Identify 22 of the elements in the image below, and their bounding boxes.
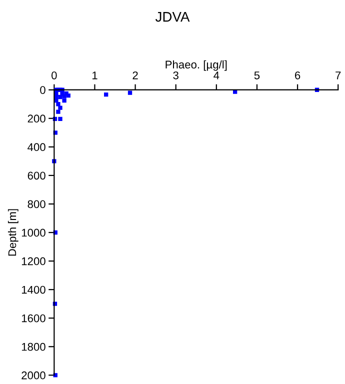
x-tick-label: 5 <box>254 72 260 80</box>
x-axis-title: Phaeo. [µg/l] <box>166 60 227 71</box>
y-tick-label: 2000 <box>22 371 46 380</box>
x-tick-label: 0 <box>52 71 57 80</box>
x-tick-label: 4 <box>214 72 220 80</box>
y-tick-label: 1400 <box>22 286 46 294</box>
x-tick-label: 3 <box>173 71 178 80</box>
y-axis-title: Depth [m] <box>8 209 18 256</box>
x-tick-label: 1 <box>92 72 98 80</box>
y-tick-label: 1600 <box>22 314 46 322</box>
x-tick-label: 2 <box>132 71 138 80</box>
y-tick-label: 800 <box>28 200 46 208</box>
y-tick-label: 1800 <box>22 342 46 351</box>
y-tick-label: 0 <box>40 86 46 94</box>
y-tick-label: 200 <box>28 114 46 123</box>
y-tick-label: 600 <box>28 172 46 180</box>
x-tick-label: 6 <box>295 71 300 80</box>
y-tick-label: 1000 <box>22 228 46 237</box>
x-tick-label: 7 <box>336 72 341 80</box>
y-tick-label: 400 <box>28 143 46 152</box>
chart-title: JDVA <box>155 12 190 22</box>
y-tick-label: 1200 <box>22 257 46 266</box>
